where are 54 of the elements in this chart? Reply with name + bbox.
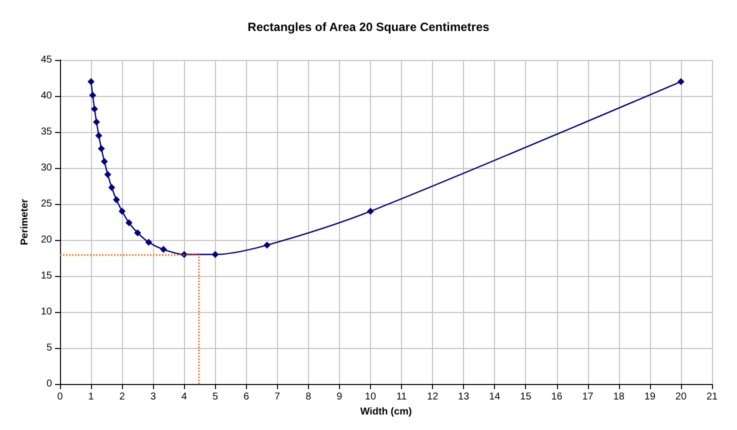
x-tick-label: 8 <box>306 392 312 403</box>
x-tick-label: 19 <box>644 392 656 403</box>
point <box>89 92 96 99</box>
x-tick-label: 17 <box>582 392 594 403</box>
x-tick-label: 3 <box>150 392 156 403</box>
x-tick-label: 15 <box>520 392 532 403</box>
x-tick-label: 2 <box>119 392 126 403</box>
point <box>125 219 132 226</box>
point <box>134 229 142 236</box>
point <box>112 196 120 204</box>
y-tick-label: 45 <box>40 54 52 66</box>
point <box>90 105 98 112</box>
x-tick-label: 9 <box>336 392 343 403</box>
point <box>88 78 95 86</box>
point <box>366 208 374 215</box>
x-tick-label: 11 <box>396 392 408 403</box>
y-tick-label: 0 <box>46 378 52 390</box>
point <box>100 158 108 166</box>
point <box>212 250 219 258</box>
x-axis-title: Width (cm) <box>360 406 412 418</box>
point <box>263 242 270 249</box>
x-tick-label: 14 <box>489 392 501 403</box>
y-tick-label: 5 <box>46 342 52 354</box>
x-tick-label: 5 <box>212 392 218 403</box>
point <box>108 184 116 191</box>
x-tick-label: 16 <box>551 392 563 403</box>
point <box>118 208 126 215</box>
point <box>160 246 167 253</box>
x-tick-label: 4 <box>181 392 188 403</box>
x-tick-label: 20 <box>675 392 687 403</box>
y-tick-label: 30 <box>40 162 52 174</box>
y-axis-title: Perimeter <box>19 198 30 246</box>
x-tick-label: 1 <box>88 392 94 403</box>
x-tick-label: 18 <box>613 392 625 403</box>
y-tick-label: 15 <box>40 270 52 282</box>
x-tick-label: 0 <box>57 392 64 403</box>
y-tick-label: 10 <box>40 306 52 318</box>
x-tick-label: 21 <box>706 392 718 403</box>
x-tick-label: 7 <box>274 392 281 403</box>
y-tick-label: 25 <box>40 198 52 210</box>
point <box>98 145 105 152</box>
point <box>93 118 100 126</box>
chart-title: Rectangles of Area 20 Square Centimetres <box>248 20 490 34</box>
point <box>677 78 684 86</box>
x-tick-label: 12 <box>427 392 439 403</box>
y-tick-label: 35 <box>40 126 52 138</box>
y-tick-label: 20 <box>40 234 52 246</box>
x-tick-label: 6 <box>244 392 250 403</box>
point <box>104 171 112 178</box>
x-tick-label: 13 <box>458 392 470 403</box>
point <box>145 238 152 246</box>
y-tick-label: 40 <box>40 90 52 102</box>
x-tick-label: 10 <box>364 392 376 403</box>
point <box>95 132 102 140</box>
